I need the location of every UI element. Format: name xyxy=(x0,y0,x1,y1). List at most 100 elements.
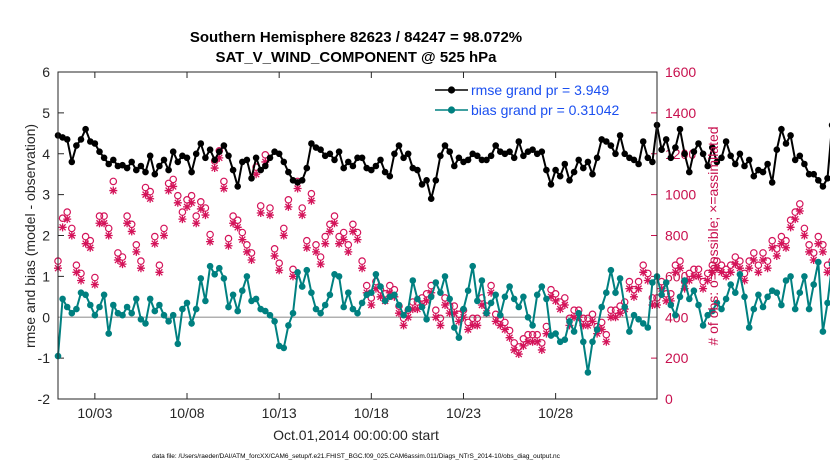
obs-possible-marker xyxy=(174,191,182,200)
obs-assimilated-marker xyxy=(768,243,777,252)
obs-assimilated-marker xyxy=(800,231,809,240)
obs-assimilated-marker xyxy=(358,264,367,273)
data-point-rmse xyxy=(801,160,808,168)
obs-possible-marker xyxy=(487,281,495,290)
data-point-rmse xyxy=(621,150,628,158)
obs-assimilated-marker xyxy=(680,284,689,293)
data-point-bias xyxy=(616,275,624,282)
data-point-bias xyxy=(566,318,573,325)
obs-assimilated-marker xyxy=(712,264,721,273)
obs-assimilated-marker xyxy=(210,164,219,173)
data-point-rmse xyxy=(243,156,251,164)
data-point-bias xyxy=(681,277,688,284)
obs-possible-marker xyxy=(349,220,357,229)
obs-assimilated-marker xyxy=(809,256,818,265)
obs-assimilated-marker xyxy=(533,337,542,346)
data-point-bias xyxy=(151,307,159,315)
obs-assimilated-marker xyxy=(427,288,436,297)
obs-assimilated-marker xyxy=(634,284,643,293)
obs-assimilated-marker xyxy=(408,305,417,314)
obs-possible-marker xyxy=(690,265,698,274)
data-point-bias xyxy=(593,326,601,333)
obs-possible-marker xyxy=(321,232,330,241)
data-point-rmse xyxy=(188,168,195,176)
data-point-rmse xyxy=(561,160,569,168)
data-point-bias xyxy=(741,293,748,301)
data-point-bias xyxy=(59,295,66,303)
data-point-rmse xyxy=(381,168,389,176)
obs-possible-marker xyxy=(759,249,767,257)
obs-possible-marker xyxy=(786,216,795,225)
data-point-bias xyxy=(271,318,278,325)
obs-possible-marker xyxy=(708,261,717,270)
obs-possible-marker xyxy=(763,257,772,265)
series-bias xyxy=(54,258,830,376)
data-point-rmse xyxy=(810,170,817,178)
data-point-bias xyxy=(598,303,605,311)
data-point-bias xyxy=(520,293,527,301)
legend-label-rmse: rmse grand pr = 3.949 xyxy=(471,82,609,98)
data-point-bias xyxy=(810,281,817,288)
legend-marker-bias xyxy=(447,106,456,114)
obs-possible-marker xyxy=(685,269,694,278)
data-point-bias xyxy=(676,293,684,301)
obs-possible-marker xyxy=(754,261,763,270)
data-point-bias xyxy=(759,303,767,311)
data-point-rmse xyxy=(100,154,108,162)
data-point-bias xyxy=(96,303,103,311)
obs-possible-marker xyxy=(132,241,141,249)
obs-assimilated-marker xyxy=(183,202,192,211)
data-point-bias xyxy=(437,289,444,297)
obs-assimilated-marker xyxy=(431,313,440,322)
obs-possible-marker xyxy=(772,245,781,253)
obs-assimilated-marker xyxy=(104,231,113,240)
obs-assimilated-marker xyxy=(376,292,385,301)
obs-assimilated-marker xyxy=(422,296,431,305)
data-point-rmse xyxy=(165,166,172,174)
data-point-bias xyxy=(183,299,191,307)
obs-assimilated-marker xyxy=(164,186,173,195)
data-point-bias xyxy=(782,277,790,284)
data-point-bias xyxy=(515,303,523,311)
data-point-rmse xyxy=(110,156,117,164)
data-point-rmse xyxy=(441,142,449,149)
data-point-rmse xyxy=(63,136,71,143)
obs-assimilated-marker xyxy=(514,350,523,359)
data-point-bias xyxy=(589,338,596,346)
obs-possible-marker xyxy=(114,249,122,257)
data-point-bias xyxy=(722,295,730,303)
data-point-rmse xyxy=(137,162,145,170)
data-point-rmse xyxy=(672,144,679,151)
obs-assimilated-marker xyxy=(201,211,210,220)
data-point-bias xyxy=(105,330,112,337)
obs-possible-marker xyxy=(220,177,228,186)
data-point-rmse xyxy=(612,150,619,158)
obs-assimilated-marker xyxy=(814,239,823,248)
data-point-bias xyxy=(630,311,638,319)
obs-possible-marker xyxy=(169,175,178,184)
obs-possible-marker xyxy=(206,230,214,239)
obs-assimilated-marker xyxy=(694,272,703,281)
obs-assimilated-marker xyxy=(639,268,648,277)
data-point-bias xyxy=(298,283,306,290)
obs-assimilated-marker xyxy=(754,268,763,277)
x-tick-label: 10/18 xyxy=(354,405,389,421)
data-point-rmse xyxy=(128,158,135,166)
obs-possible-marker xyxy=(127,220,136,229)
obs-possible-marker xyxy=(713,257,721,265)
data-point-rmse xyxy=(183,154,191,162)
y-tick-label: 1 xyxy=(42,268,50,284)
obs-possible-marker xyxy=(302,236,311,245)
data-point-rmse xyxy=(211,156,218,164)
obs-assimilated-marker xyxy=(436,321,445,330)
obs-assimilated-marker xyxy=(722,272,731,281)
data-point-rmse xyxy=(635,160,642,168)
data-point-bias xyxy=(418,303,426,311)
data-point-rmse xyxy=(400,154,407,162)
obs-assimilated-marker xyxy=(159,231,168,240)
data-point-rmse xyxy=(395,142,403,149)
chart-subtitle: SAT_V_WIND_COMPONENT @ 525 hPa xyxy=(215,49,497,66)
data-point-bias xyxy=(626,328,633,335)
data-point-bias xyxy=(349,305,357,313)
data-point-rmse xyxy=(151,170,159,178)
